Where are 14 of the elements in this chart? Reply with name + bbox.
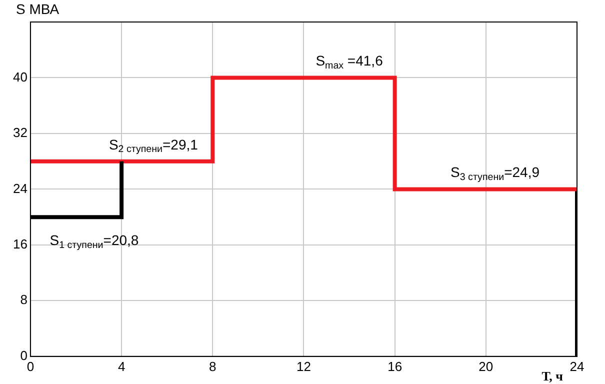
x-axis-title: Т, ч [542,368,563,384]
x-tick-label: 20 [478,358,494,374]
y-tick-label: 24 [12,180,28,196]
y-tick-label: 0 [20,348,28,363]
y-tick-label: 16 [12,236,28,252]
y-tick-label: 40 [12,69,28,84]
x-tick-label: 12 [296,358,311,374]
x-tick-label: 24 [570,358,584,374]
x-tick-label: 4 [118,358,126,374]
y-tick-label: 32 [12,125,28,140]
x-tick-label: 8 [209,358,216,374]
y-axis-title: S МВА [16,1,60,17]
y-tick-label: 8 [20,292,28,308]
x-tick-label: 16 [388,358,402,374]
